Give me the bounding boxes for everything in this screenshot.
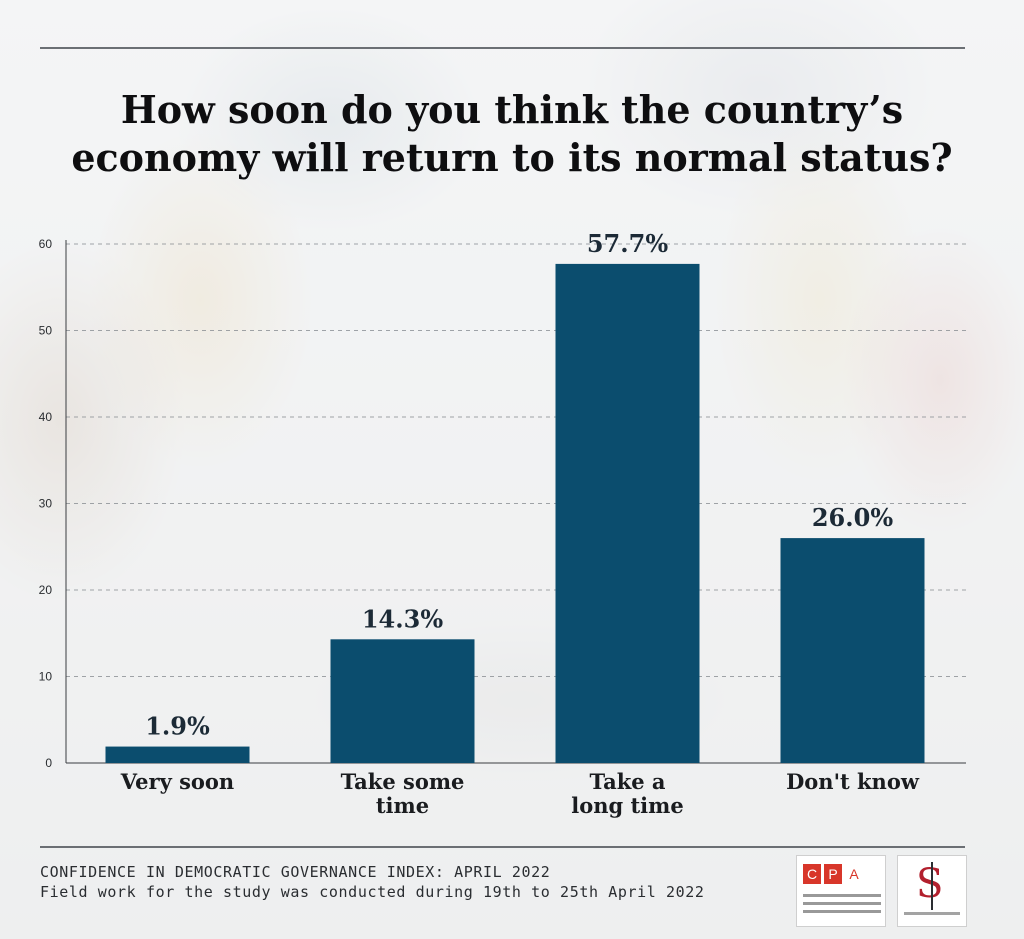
title-line-1: How soon do you think the country’s bbox=[120, 87, 904, 132]
bar bbox=[555, 263, 700, 763]
bar bbox=[105, 746, 250, 763]
bars bbox=[105, 263, 925, 763]
y-tick-label: 40 bbox=[39, 410, 53, 424]
y-tick-label: 20 bbox=[39, 583, 53, 597]
bottom-rule bbox=[40, 846, 965, 848]
y-axis-ticks: 0 10 20 30 40 50 60 bbox=[39, 237, 53, 770]
bar bbox=[330, 639, 475, 763]
footer: CONFIDENCE IN DEMOCRATIC GOVERNANCE INDE… bbox=[40, 862, 705, 902]
social-scientists-logo: S bbox=[897, 855, 967, 927]
bar-value-label: 57.7% bbox=[587, 229, 668, 258]
y-tick-label: 50 bbox=[39, 324, 53, 338]
bar-value-label: 26.0% bbox=[812, 503, 893, 532]
x-category-label: Very soon bbox=[120, 769, 234, 794]
x-category-label: Take some bbox=[341, 769, 465, 794]
top-rule bbox=[40, 47, 965, 49]
y-tick-label: 30 bbox=[39, 497, 53, 511]
bar-chart: 0 10 20 30 40 50 60 1.9% 14.3% 57.7% 26.0% Very s… bbox=[39, 229, 966, 818]
ssr-logo-letter: S bbox=[916, 861, 944, 907]
cpa-logo-letter-p: P bbox=[824, 864, 842, 884]
cpa-logo-letter-a: A bbox=[845, 864, 863, 884]
cpa-logo-letter-c: C bbox=[803, 864, 821, 884]
x-category-label: long time bbox=[571, 793, 684, 818]
x-category-label: Take a bbox=[589, 769, 665, 794]
y-tick-label: 0 bbox=[45, 756, 52, 770]
bar bbox=[780, 538, 925, 763]
footer-fieldwork-note: Field work for the study was conducted d… bbox=[40, 883, 705, 901]
y-tick-label: 10 bbox=[39, 670, 53, 684]
title-line-2: economy will return to its normal status… bbox=[71, 135, 953, 180]
y-tick-label: 60 bbox=[39, 237, 53, 251]
chart-title: How soon do you think the country’s econ… bbox=[40, 86, 984, 182]
x-category-label: Don't know bbox=[786, 769, 920, 794]
cpa-logo: C P A bbox=[796, 855, 886, 927]
bar-value-label: 14.3% bbox=[362, 604, 443, 633]
footer-index-title: CONFIDENCE IN DEMOCRATIC GOVERNANCE INDE… bbox=[40, 863, 551, 881]
bar-value-label: 1.9% bbox=[145, 712, 210, 741]
x-category-label: time bbox=[376, 793, 429, 818]
value-labels: 1.9% 14.3% 57.7% 26.0% bbox=[145, 229, 893, 741]
grid-lines bbox=[66, 243, 966, 677]
